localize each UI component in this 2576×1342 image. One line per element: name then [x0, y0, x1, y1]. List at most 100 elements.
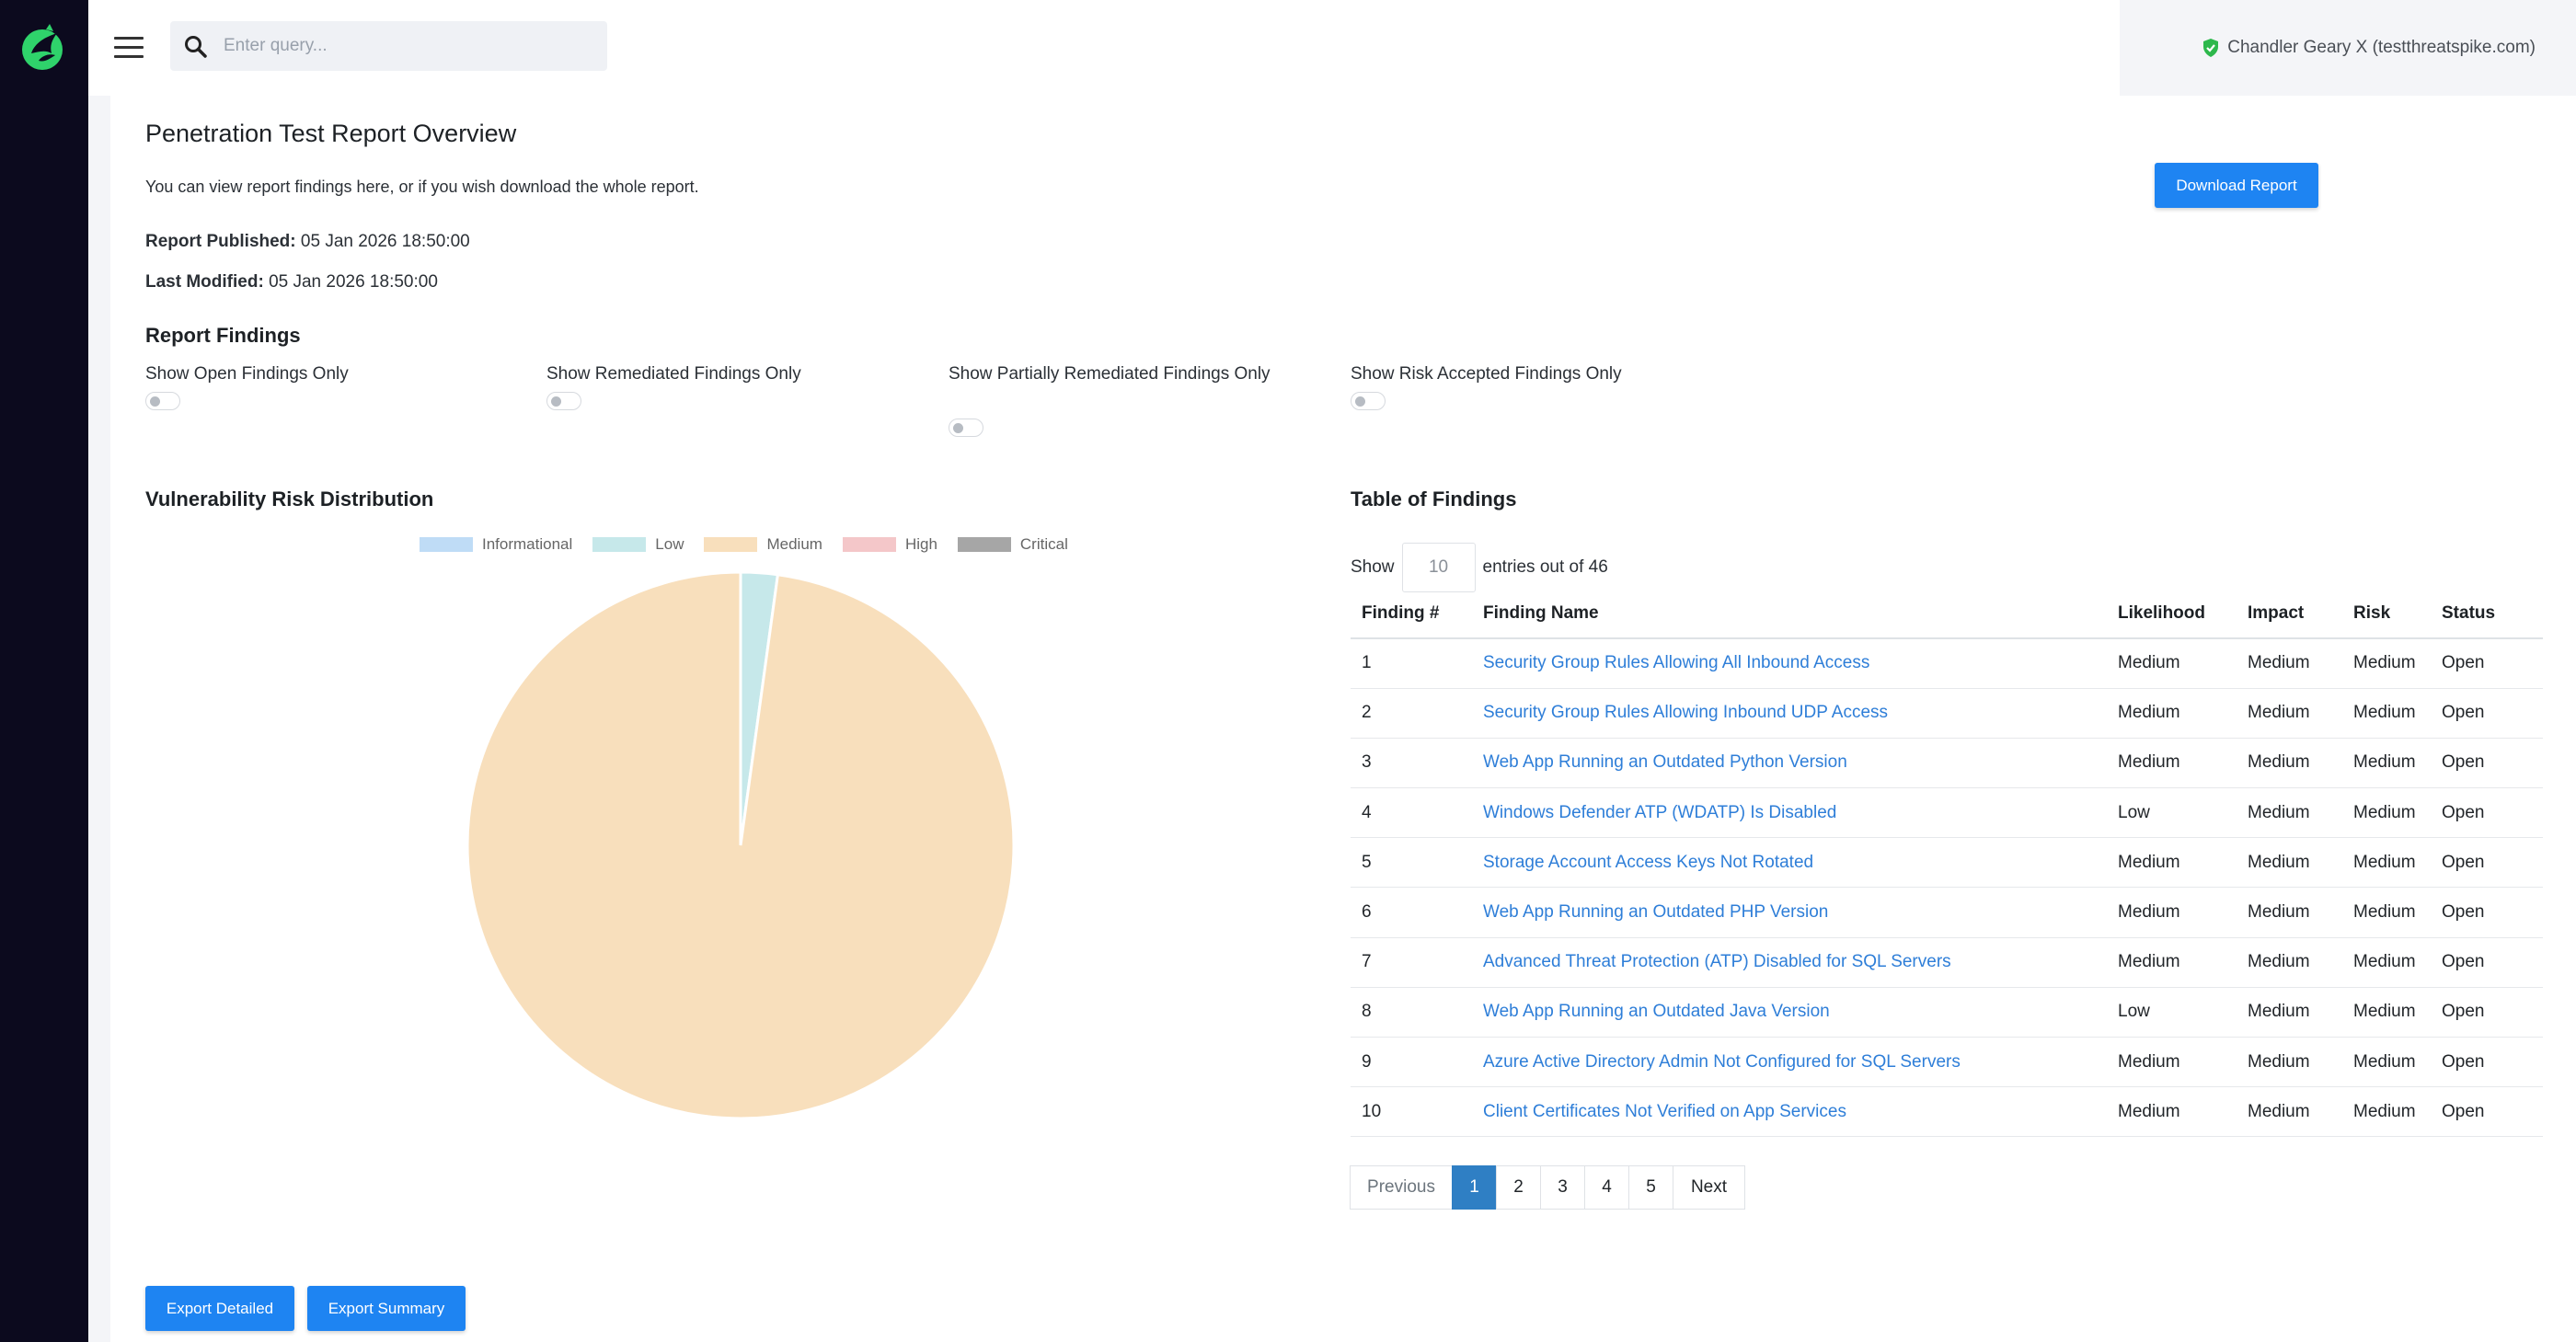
col-risk[interactable]: Risk	[2342, 589, 2431, 639]
cell-impact: Medium	[2237, 887, 2342, 938]
search-box[interactable]	[170, 21, 607, 71]
pagination-previous[interactable]: Previous	[1350, 1165, 1453, 1210]
cell-status: Open	[2431, 787, 2543, 839]
cell-risk: Medium	[2342, 738, 2431, 789]
cell-risk: Medium	[2342, 937, 2431, 988]
pagination-page-2[interactable]: 2	[1496, 1165, 1541, 1210]
filter-partial-toggle[interactable]	[949, 419, 983, 437]
legend-item[interactable]: Low	[592, 535, 684, 554]
cell-num: 8	[1351, 987, 1472, 1038]
cell-status: Open	[2431, 738, 2543, 789]
pie-slice-medium[interactable]	[466, 571, 1015, 1119]
pagination-page-4[interactable]: 4	[1584, 1165, 1629, 1210]
table-row: 7 Advanced Threat Protection (ATP) Disabl…	[1351, 937, 2543, 988]
pagination-next[interactable]: Next	[1673, 1165, 1745, 1210]
finding-link[interactable]: Advanced Threat Protection (ATP) Disable…	[1472, 937, 2107, 988]
legend-swatch	[420, 537, 473, 552]
cell-status: Open	[2431, 1037, 2543, 1088]
legend-item[interactable]: Critical	[957, 535, 1068, 554]
finding-link[interactable]: Windows Defender ATP (WDATP) Is Disabled	[1472, 787, 2107, 839]
legend-swatch	[842, 537, 896, 552]
legend-swatch	[957, 537, 1011, 552]
shield-check-icon	[2203, 39, 2219, 57]
legend-label: Low	[655, 535, 684, 553]
pagination-page-1[interactable]: 1	[1452, 1165, 1497, 1210]
show-label: Show	[1351, 557, 1395, 577]
col-finding-num[interactable]: Finding #	[1351, 589, 1472, 639]
table-row: 2 Security Group Rules Allowing Inbound U…	[1351, 688, 2543, 739]
page-description: You can view report findings here, or if…	[145, 178, 699, 196]
user-menu[interactable]: Chandler Geary X (testthreatspike.com)	[2202, 38, 2536, 58]
cell-likelihood: Low	[2107, 787, 2237, 839]
menu-icon[interactable]	[114, 37, 144, 61]
legend-item[interactable]: High	[842, 535, 937, 554]
finding-link[interactable]: Security Group Rules Allowing All Inboun…	[1472, 638, 2107, 689]
cell-num: 1	[1351, 638, 1472, 689]
entries-input[interactable]: 10	[1401, 543, 1476, 592]
col-status[interactable]: Status	[2431, 589, 2543, 639]
legend-swatch	[592, 537, 647, 552]
report-modified: Last Modified: 05 Jan 2026 18:50:00	[145, 272, 438, 292]
cell-num: 4	[1351, 787, 1472, 839]
search-icon	[185, 36, 207, 58]
cell-impact: Medium	[2237, 738, 2342, 789]
finding-link[interactable]: Azure Active Directory Admin Not Configu…	[1472, 1037, 2107, 1088]
cell-impact: Medium	[2237, 1086, 2342, 1138]
table-row: 3 Web App Running an Outdated Python Vers…	[1351, 738, 2543, 789]
legend-label: High	[904, 535, 937, 553]
phoenix-logo-icon[interactable]	[18, 22, 66, 74]
legend-item[interactable]: Informational	[420, 535, 572, 554]
finding-link[interactable]: Client Certificates Not Verified on App …	[1472, 1086, 2107, 1138]
legend-label: Informational	[482, 535, 573, 553]
risk-pie-chart	[466, 571, 1015, 1119]
pagination-page-3[interactable]: 3	[1540, 1165, 1585, 1210]
filter-risk-accepted-toggle[interactable]	[1351, 392, 1386, 410]
cell-status: Open	[2431, 987, 2543, 1038]
top-bar-user-area	[2120, 0, 2576, 96]
finding-link[interactable]: Web App Running an Outdated Java Version	[1472, 987, 2107, 1038]
cell-num: 3	[1351, 738, 1472, 789]
col-likelihood[interactable]: Likelihood	[2107, 589, 2237, 639]
cell-num: 7	[1351, 937, 1472, 988]
pagination-page-5[interactable]: 5	[1628, 1165, 1673, 1210]
cell-impact: Medium	[2237, 787, 2342, 839]
finding-link[interactable]: Web App Running an Outdated Python Versi…	[1472, 738, 2107, 789]
cell-risk: Medium	[2342, 638, 2431, 689]
chart-legend: Informational Low Medium High Critical	[420, 535, 1075, 554]
cell-likelihood: Medium	[2107, 738, 2237, 789]
finding-link[interactable]: Web App Running an Outdated PHP Version	[1472, 887, 2107, 938]
legend-swatch	[704, 537, 758, 552]
cell-impact: Medium	[2237, 688, 2342, 739]
export-detailed-button[interactable]: Export Detailed	[145, 1286, 294, 1331]
export-summary-button[interactable]: Export Summary	[307, 1286, 466, 1331]
cell-impact: Medium	[2237, 638, 2342, 689]
report-findings-heading: Report Findings	[145, 324, 301, 347]
pagination: Previous 1 2 3 4 5 Next	[1350, 1165, 1745, 1210]
filter-open-toggle[interactable]	[145, 392, 180, 410]
content-gutter	[88, 96, 110, 1342]
cell-risk: Medium	[2342, 787, 2431, 839]
filter-remediated-toggle[interactable]	[546, 392, 581, 410]
filter-risk-accepted-label: Show Risk Accepted Findings Only	[1351, 364, 1622, 384]
cell-num: 10	[1351, 1086, 1472, 1138]
col-finding-name[interactable]: Finding Name	[1472, 589, 2107, 639]
entries-suffix: entries out of 46	[1482, 557, 1608, 577]
cell-impact: Medium	[2237, 837, 2342, 889]
download-report-button[interactable]: Download Report	[2155, 163, 2318, 208]
modified-label: Last Modified:	[145, 272, 264, 292]
filter-remediated-label: Show Remediated Findings Only	[546, 364, 801, 384]
legend-item[interactable]: Medium	[704, 535, 822, 554]
cell-status: Open	[2431, 887, 2543, 938]
table-row: 8 Web App Running an Outdated Java Versio…	[1351, 987, 2543, 1038]
finding-link[interactable]: Security Group Rules Allowing Inbound UD…	[1472, 688, 2107, 739]
cell-likelihood: Medium	[2107, 1086, 2237, 1138]
finding-link[interactable]: Storage Account Access Keys Not Rotated	[1472, 837, 2107, 889]
table-header-row: Finding # Finding Name Likelihood Impact…	[1351, 589, 2543, 639]
filter-open-label: Show Open Findings Only	[145, 364, 349, 384]
col-impact[interactable]: Impact	[2237, 589, 2342, 639]
modified-value: 05 Jan 2026 18:50:00	[269, 272, 438, 292]
chart-heading: Vulnerability Risk Distribution	[145, 487, 434, 510]
legend-label: Medium	[766, 535, 822, 553]
report-published: Report Published: 05 Jan 2026 18:50:00	[145, 232, 470, 252]
search-input[interactable]	[224, 21, 592, 71]
